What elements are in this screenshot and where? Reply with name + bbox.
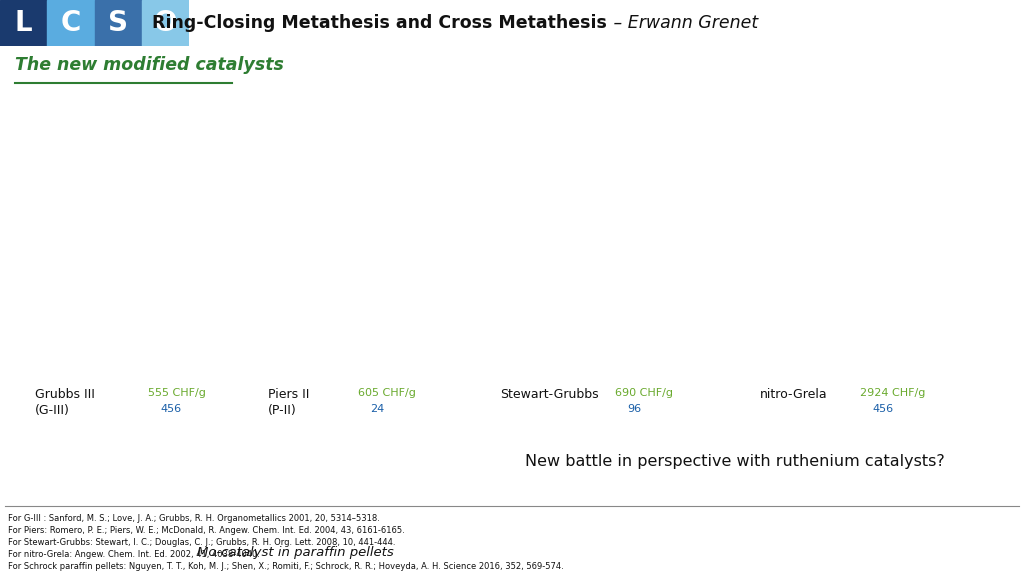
Text: For G-III : Sanford, M. S.; Love, J. A.; Grubbs, R. H. Organometallics 2001, 20,: For G-III : Sanford, M. S.; Love, J. A.;… [8,514,380,523]
Text: L: L [15,9,33,37]
Text: 456: 456 [872,404,893,414]
Bar [94,0,142,46]
Text: nitro-Grela: nitro-Grela [760,388,827,401]
Text: 690 CHF/g: 690 CHF/g [615,388,673,398]
Bar [142,0,189,46]
Text: Piers II: Piers II [268,388,309,401]
Text: Grubbs III: Grubbs III [35,388,95,401]
Text: (G-III): (G-III) [35,404,70,417]
Bar [47,0,94,46]
Text: For Piers: Romero, P. E.; Piers, W. E.; McDonald, R. Angew. Chem. Int. Ed. 2004,: For Piers: Romero, P. E.; Piers, W. E.; … [8,526,404,535]
Text: New battle in perspective with ruthenium catalysts?: New battle in perspective with ruthenium… [525,453,945,468]
Text: Ring-Closing Metathesis and Cross Metathesis: Ring-Closing Metathesis and Cross Metath… [152,14,606,32]
Text: For Stewart-Grubbs: Stewart, I. C.; Douglas, C. J.; Grubbs, R. H. Org. Lett. 200: For Stewart-Grubbs: Stewart, I. C.; Doug… [8,538,395,547]
Text: C: C [60,9,81,37]
Text: 605 CHF/g: 605 CHF/g [358,388,416,398]
Text: Stewart-Grubbs: Stewart-Grubbs [500,388,599,401]
Text: 24: 24 [370,404,384,414]
Text: The new modified catalysts: The new modified catalysts [15,56,284,74]
Text: 456: 456 [160,404,181,414]
Text: S: S [109,9,128,37]
Text: (P-II): (P-II) [268,404,297,417]
Text: 2924 CHF/g: 2924 CHF/g [860,388,926,398]
Text: For nitro-Grela: Angew. Chem. Int. Ed. 2002, 41, 4038-4040.: For nitro-Grela: Angew. Chem. Int. Ed. 2… [8,550,260,559]
Text: – Erwann Grenet: – Erwann Grenet [608,14,759,32]
Text: For Schrock paraffin pellets: Nguyen, T. T., Koh, M. J.; Shen, X.; Romiti, F.; S: For Schrock paraffin pellets: Nguyen, T.… [8,562,564,571]
Bar [0,0,47,46]
Text: 96: 96 [627,404,641,414]
Text: Mo-catalyst in paraffin pellets: Mo-catalyst in paraffin pellets [197,546,393,559]
Text: 555 CHF/g: 555 CHF/g [148,388,206,398]
Text: O: O [154,9,177,37]
